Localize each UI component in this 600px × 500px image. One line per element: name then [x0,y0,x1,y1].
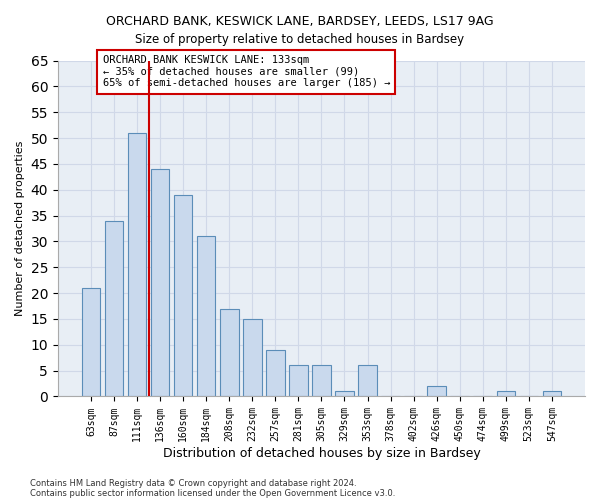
Bar [358,366,377,396]
Bar [243,319,262,396]
Bar [220,308,239,396]
Bar [266,350,284,397]
Bar [497,392,515,396]
Bar [542,392,561,396]
Bar [82,288,100,397]
Bar [197,236,215,396]
Bar [128,133,146,396]
Text: ORCHARD BANK, KESWICK LANE, BARDSEY, LEEDS, LS17 9AG: ORCHARD BANK, KESWICK LANE, BARDSEY, LEE… [106,15,494,28]
Bar [105,220,124,396]
Text: Contains public sector information licensed under the Open Government Licence v3: Contains public sector information licen… [30,488,395,498]
Y-axis label: Number of detached properties: Number of detached properties [15,141,25,316]
Bar [289,366,308,396]
Bar [312,366,331,396]
Text: ORCHARD BANK KESWICK LANE: 133sqm
← 35% of detached houses are smaller (99)
65% : ORCHARD BANK KESWICK LANE: 133sqm ← 35% … [103,55,390,88]
Text: Size of property relative to detached houses in Bardsey: Size of property relative to detached ho… [136,32,464,46]
Bar [427,386,446,396]
Bar [174,195,193,396]
X-axis label: Distribution of detached houses by size in Bardsey: Distribution of detached houses by size … [163,447,481,460]
Bar [335,392,354,396]
Text: Contains HM Land Registry data © Crown copyright and database right 2024.: Contains HM Land Registry data © Crown c… [30,478,356,488]
Bar [151,169,169,396]
